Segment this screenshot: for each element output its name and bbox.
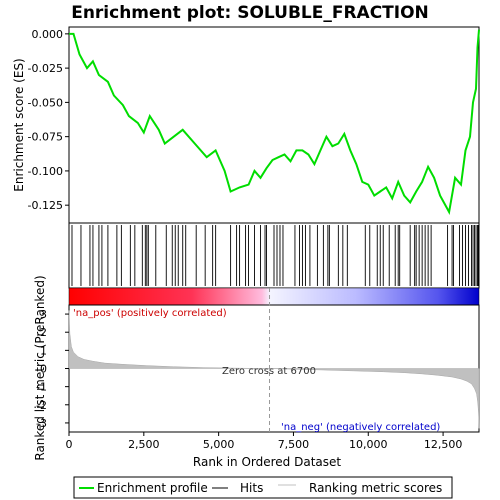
legend-frame [73, 476, 453, 499]
es-y-axis-label: Enrichment score (ES) [12, 58, 26, 191]
hits-panel [68, 222, 480, 306]
x-tick-label: 12,500 [424, 438, 463, 451]
metric-y-tick-label: 2 [40, 326, 47, 339]
es-y-tick-label: -0.025 [28, 62, 63, 75]
metric-y-tick-label: -3 [36, 417, 47, 430]
es-plot-frame [68, 26, 480, 224]
x-tick-label: 0 [66, 438, 73, 451]
metric-y-tick-label: 1 [40, 344, 47, 357]
legend-label-hits: Hits [240, 481, 263, 495]
enrichment-profile-line [69, 29, 480, 215]
positive-correlation-label: 'na_pos' (positively correlated) [73, 308, 227, 319]
metric-y-axis-label: Ranked list metric (PreRanked) [33, 275, 47, 460]
x-tick-label: 2,500 [128, 438, 160, 451]
es-y-tick-label: -0.075 [28, 131, 63, 144]
metric-y-tick-label: 0 [40, 363, 47, 376]
x-axis-label: Rank in Ordered Dataset [193, 455, 341, 469]
metric-y-tick-label: -1 [36, 381, 47, 394]
es-y-tick-label: 0.000 [32, 28, 64, 41]
es-y-tick-label: -0.100 [28, 165, 63, 178]
ranked-metric-panel: 3 2 1 0 -1 -2 -3 'na_pos' (positively correlat… [33, 275, 480, 461]
metric-y-tick-label: 3 [40, 308, 47, 321]
negative-correlation-label: 'na_neg' (negatively correlated) [281, 422, 440, 433]
metric-y-tick-label: -2 [36, 399, 47, 412]
es-y-tick-label: -0.125 [28, 199, 63, 212]
x-tick-label: 5,000 [203, 438, 235, 451]
chart-title: Enrichment plot: SOLUBLE_FRACTION [71, 3, 429, 23]
legend-label-ranking-metric: Ranking metric scores [309, 481, 442, 495]
ranking-metric-area [68, 310, 480, 429]
es-y-tick-label: -0.050 [28, 96, 63, 109]
x-tick-label: 7,500 [278, 438, 310, 451]
zero-cross-label: Zero cross at 6700 [222, 366, 316, 377]
rank-color-bar [68, 287, 480, 306]
x-tick-label: 10,000 [349, 438, 388, 451]
enrichment-score-panel: 0.000 -0.025 -0.050 -0.075 -0.100 -0.125 Enri… [12, 26, 480, 224]
legend-label-enrichment-profile: Enrichment profile [97, 481, 208, 495]
legend: Enrichment profile Hits Ranking metric s… [73, 476, 453, 499]
